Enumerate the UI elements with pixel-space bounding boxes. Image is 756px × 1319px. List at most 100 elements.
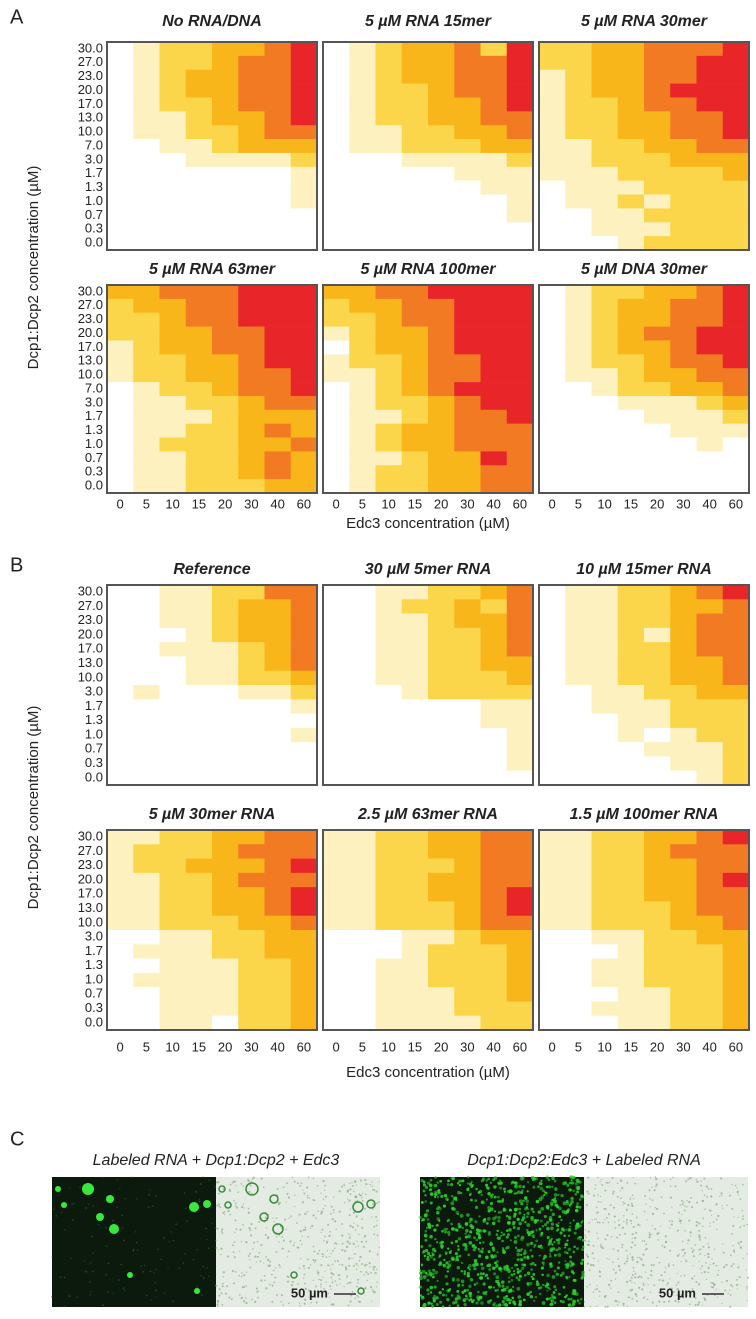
- heatmap-cell: [185, 1001, 213, 1017]
- speckle: [464, 1244, 468, 1249]
- heatmap-cell: [644, 222, 671, 237]
- heatmap-cell: [565, 642, 592, 657]
- speckle: [454, 1252, 458, 1256]
- speckle: [299, 1305, 301, 1307]
- heatmap-cell: [238, 236, 265, 251]
- speckle: [482, 1241, 485, 1244]
- speckle: [234, 1219, 237, 1222]
- speckle: [686, 1206, 688, 1208]
- speckle: [266, 1258, 270, 1262]
- speckle: [608, 1283, 611, 1287]
- speckle: [535, 1199, 540, 1204]
- speckle: [496, 1195, 500, 1199]
- heatmap-cell: [264, 437, 292, 452]
- heatmap-cell: [480, 451, 508, 466]
- speckle: [372, 1268, 375, 1271]
- speckle: [343, 1249, 347, 1253]
- heatmap-cell: [454, 83, 481, 98]
- speckle: [542, 1264, 545, 1267]
- speckle: [154, 1194, 157, 1197]
- heatmap-cell: [375, 770, 403, 786]
- speckle: [218, 1205, 221, 1208]
- heatmap-cell: [159, 872, 187, 888]
- heatmap-cell: [644, 125, 671, 140]
- speckle: [685, 1260, 688, 1263]
- heatmap-cell: [375, 944, 403, 959]
- speckle: [516, 1258, 520, 1262]
- speckle: [486, 1187, 490, 1190]
- x-tick-label: 60: [729, 496, 743, 511]
- speckle: [586, 1243, 590, 1247]
- speckle: [547, 1178, 551, 1182]
- speckle: [429, 1273, 433, 1277]
- speckle: [250, 1223, 253, 1226]
- speckle: [367, 1273, 370, 1276]
- speckle: [597, 1200, 600, 1203]
- heatmap-cell: [323, 382, 350, 397]
- speckle: [294, 1194, 296, 1196]
- speckle: [91, 1235, 93, 1238]
- speckle: [360, 1263, 363, 1266]
- heatmap-cell: [539, 83, 566, 98]
- speckle: [598, 1221, 601, 1224]
- speckle: [540, 1267, 544, 1270]
- heatmap-cell: [670, 930, 697, 945]
- speckle: [737, 1194, 739, 1196]
- speckle: [508, 1208, 512, 1212]
- heatmap-cell: [264, 627, 292, 643]
- heatmap-cell: [539, 326, 566, 341]
- heatmap-cell: [722, 208, 750, 223]
- heatmap-cell: [133, 285, 160, 300]
- speckle: [669, 1185, 672, 1187]
- speckle: [617, 1291, 620, 1294]
- speckle: [675, 1284, 678, 1286]
- heatmap-cell: [591, 915, 619, 931]
- heatmap-cell: [401, 298, 429, 314]
- heatmap-cell: [428, 451, 455, 466]
- speckle: [298, 1213, 301, 1216]
- speckle: [434, 1270, 439, 1275]
- heatmap-cell: [349, 915, 376, 931]
- speckle: [73, 1202, 75, 1205]
- heatmap-cell: [722, 915, 750, 931]
- speckle: [626, 1255, 629, 1257]
- speckle: [699, 1248, 702, 1251]
- heatmap-cell: [107, 944, 134, 959]
- speckle: [541, 1273, 544, 1277]
- speckle: [470, 1180, 473, 1183]
- heatmap-cell: [565, 742, 592, 757]
- heatmap-cell: [349, 368, 376, 383]
- speckle: [677, 1211, 681, 1214]
- heatmap-cell: [506, 451, 534, 466]
- speckle: [255, 1261, 257, 1263]
- heatmap-cell: [428, 1015, 455, 1031]
- heatmap-title: 2.5 µM 63mer RNA: [357, 806, 498, 823]
- heatmap-cell: [539, 944, 566, 959]
- heatmap-cell: [349, 69, 376, 84]
- speckle: [612, 1268, 615, 1271]
- speckle: [560, 1218, 563, 1222]
- heatmap-cell: [644, 656, 671, 672]
- heatmap-cell: [480, 770, 508, 786]
- speckle: [436, 1189, 441, 1193]
- speckle: [721, 1243, 724, 1245]
- speckle: [473, 1258, 478, 1263]
- speckle: [576, 1202, 580, 1206]
- heatmap-cell: [323, 1015, 350, 1031]
- speckle: [456, 1304, 460, 1308]
- heatmap-cell: [290, 382, 318, 397]
- heatmap-cell: [696, 987, 724, 1002]
- heatmap-cell: [617, 194, 645, 209]
- speckle: [667, 1300, 671, 1303]
- heatmap-cell: [722, 599, 750, 614]
- heatmap-cell: [238, 42, 265, 57]
- speckle: [122, 1287, 125, 1289]
- x-tick-label: 0: [333, 1039, 340, 1054]
- heatmap-cell: [506, 326, 534, 341]
- speckle: [439, 1179, 442, 1183]
- heatmap-cell: [107, 125, 134, 140]
- speckle: [518, 1184, 522, 1189]
- scale-bar-label: 50 µm: [659, 1285, 696, 1300]
- heatmap-cell: [617, 699, 645, 714]
- speckle: [273, 1221, 275, 1223]
